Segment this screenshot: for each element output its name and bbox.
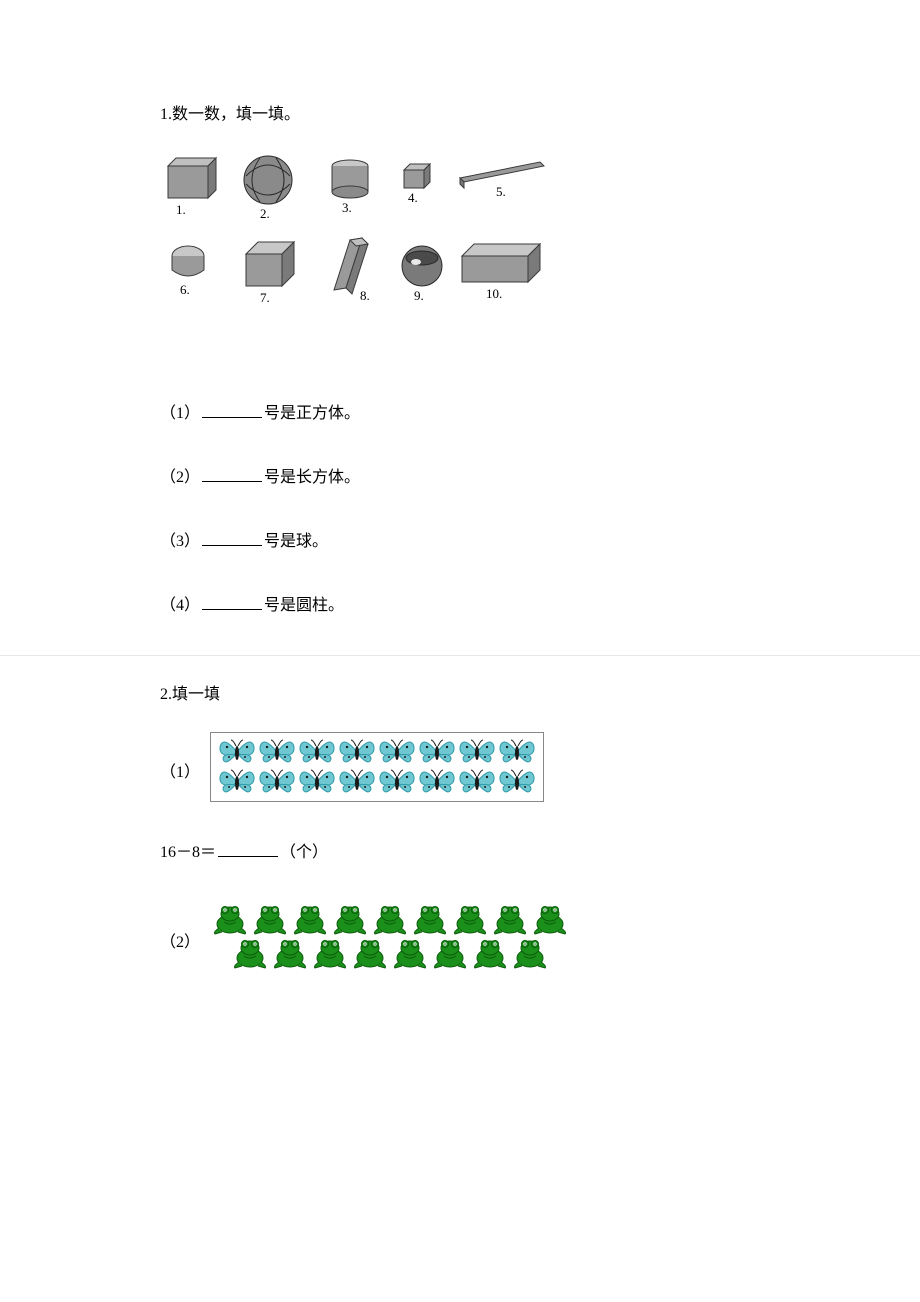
svg-text:9.: 9. [414, 288, 424, 303]
svg-text:7.: 7. [260, 290, 270, 305]
butterfly-icon [377, 737, 417, 767]
frog-icon [290, 902, 330, 936]
butterfly-icon [257, 737, 297, 767]
blank[interactable] [218, 842, 278, 857]
frog-icon [370, 902, 410, 936]
q1-sub4-suffix: 号是圆柱。 [264, 597, 344, 614]
butterfly-icon [217, 737, 257, 767]
blank[interactable] [202, 403, 262, 418]
frog-icon [470, 936, 510, 970]
frog-icon [390, 936, 430, 970]
frog-icon [310, 936, 350, 970]
butterfly-icon [297, 737, 337, 767]
butterfly-icon [217, 767, 257, 797]
butterfly-figure [210, 732, 544, 802]
svg-text:4.: 4. [408, 190, 418, 205]
q2-title: 2.填一填 [160, 680, 760, 704]
frog-icon [210, 902, 250, 936]
butterfly-icon [257, 767, 297, 797]
svg-text:5.: 5. [496, 184, 506, 199]
frog-icon [250, 902, 290, 936]
q1-sub3-label: （3） [160, 533, 200, 550]
q1-sub3-suffix: 号是球。 [264, 533, 328, 550]
q1-sub4-label: （4） [160, 597, 200, 614]
blank[interactable] [202, 467, 262, 482]
svg-text:2.: 2. [260, 206, 270, 221]
frog-icon [270, 936, 310, 970]
frog-icon [430, 936, 470, 970]
frog-icon [350, 936, 390, 970]
frog-figure [210, 902, 570, 970]
q1-sub-1: （1） 号是正方体。 [160, 399, 760, 423]
svg-text:1.: 1. [176, 202, 186, 217]
q1-sub-4: （4） 号是圆柱。 [160, 591, 760, 615]
frog-icon [230, 936, 270, 970]
butterfly-icon [497, 767, 537, 797]
butterfly-icon [457, 767, 497, 797]
q1-sub-3: （3） 号是球。 [160, 527, 760, 551]
q2-part2-label: （2） [160, 928, 200, 952]
q1-sub1-label: （1） [160, 405, 200, 422]
butterfly-icon [337, 737, 377, 767]
q1-sub-2: （2） 号是长方体。 [160, 463, 760, 487]
svg-text:6.: 6. [180, 282, 190, 297]
frog-icon [330, 902, 370, 936]
expr-lhs: 16－8＝ [160, 844, 216, 861]
blank[interactable] [202, 531, 262, 546]
butterfly-icon [377, 767, 417, 797]
expr-unit: （个） [280, 844, 328, 861]
butterfly-icon [497, 737, 537, 767]
butterfly-icon [337, 767, 377, 797]
butterfly-icon [417, 737, 457, 767]
butterfly-icon [417, 767, 457, 797]
q1-sub2-suffix: 号是长方体。 [264, 469, 360, 486]
frog-icon [450, 902, 490, 936]
blank[interactable] [202, 595, 262, 610]
butterfly-icon [457, 737, 497, 767]
q2-part1-label: （1） [160, 758, 200, 782]
frog-icon [510, 936, 550, 970]
shapes-figure: 1. 2. 3. 4. [160, 148, 560, 318]
frog-icon [530, 902, 570, 936]
svg-text:10.: 10. [486, 286, 502, 301]
q1-sub2-label: （2） [160, 469, 200, 486]
svg-text:8.: 8. [360, 288, 370, 303]
q1-title: 1.数一数，填一填。 [160, 100, 760, 124]
section-divider [0, 655, 920, 656]
q2-expr1: 16－8＝ （个） [160, 838, 760, 862]
butterfly-icon [297, 767, 337, 797]
q1-sub1-suffix: 号是正方体。 [264, 405, 360, 422]
frog-icon [490, 902, 530, 936]
svg-text:3.: 3. [342, 200, 352, 215]
frog-icon [410, 902, 450, 936]
